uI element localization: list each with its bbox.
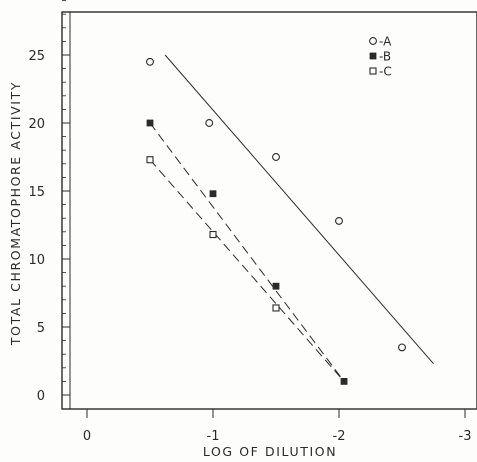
y-axis-title: TOTAL CHROMATOPHORE ACTIVITY [8, 81, 23, 346]
y-tick-label: 20 [28, 117, 45, 132]
x-tick-label: -1 [207, 429, 220, 444]
point-A [272, 153, 280, 161]
fit-line-A [164, 54, 434, 365]
legend-marker-A [369, 37, 377, 45]
plot-frame [61, 11, 477, 410]
y-tick-label: 0 [37, 389, 45, 404]
y-tick-label: 25 [28, 49, 45, 64]
x-ticks: 0 -1 -2 -3 [83, 409, 472, 444]
y-tick-label: 10 [28, 253, 45, 268]
fit-line-C [149, 159, 345, 382]
legend: -A-B-C [369, 35, 392, 79]
point-B [340, 377, 348, 385]
point-A [398, 343, 406, 352]
y-tick-label: 15 [28, 185, 45, 200]
legend-label-C: -C [379, 65, 392, 79]
markers [146, 57, 406, 385]
fit-lines [149, 54, 434, 382]
legend-marker-C [369, 67, 377, 75]
x-tick-label: 0 [83, 429, 91, 444]
point-A [146, 57, 154, 66]
point-C [209, 230, 217, 239]
legend-label-B: -B [379, 50, 391, 64]
point-A [335, 216, 343, 225]
point-B [209, 190, 217, 198]
x-tick-label: -3 [459, 429, 472, 444]
point-B [272, 282, 280, 290]
point-C [272, 304, 280, 312]
legend-label-A: -A [379, 35, 392, 49]
x-axis-title: LOG OF DILUTION [203, 444, 337, 459]
x-tick-label: -2 [333, 429, 346, 444]
y-tick-label: 5 [37, 321, 45, 336]
y-ticks: 051015202530 [28, 0, 70, 404]
point-C [146, 156, 154, 164]
point-A [205, 119, 214, 127]
legend-marker-B [369, 52, 377, 60]
point-B [146, 119, 154, 127]
fit-line-B [149, 122, 345, 382]
